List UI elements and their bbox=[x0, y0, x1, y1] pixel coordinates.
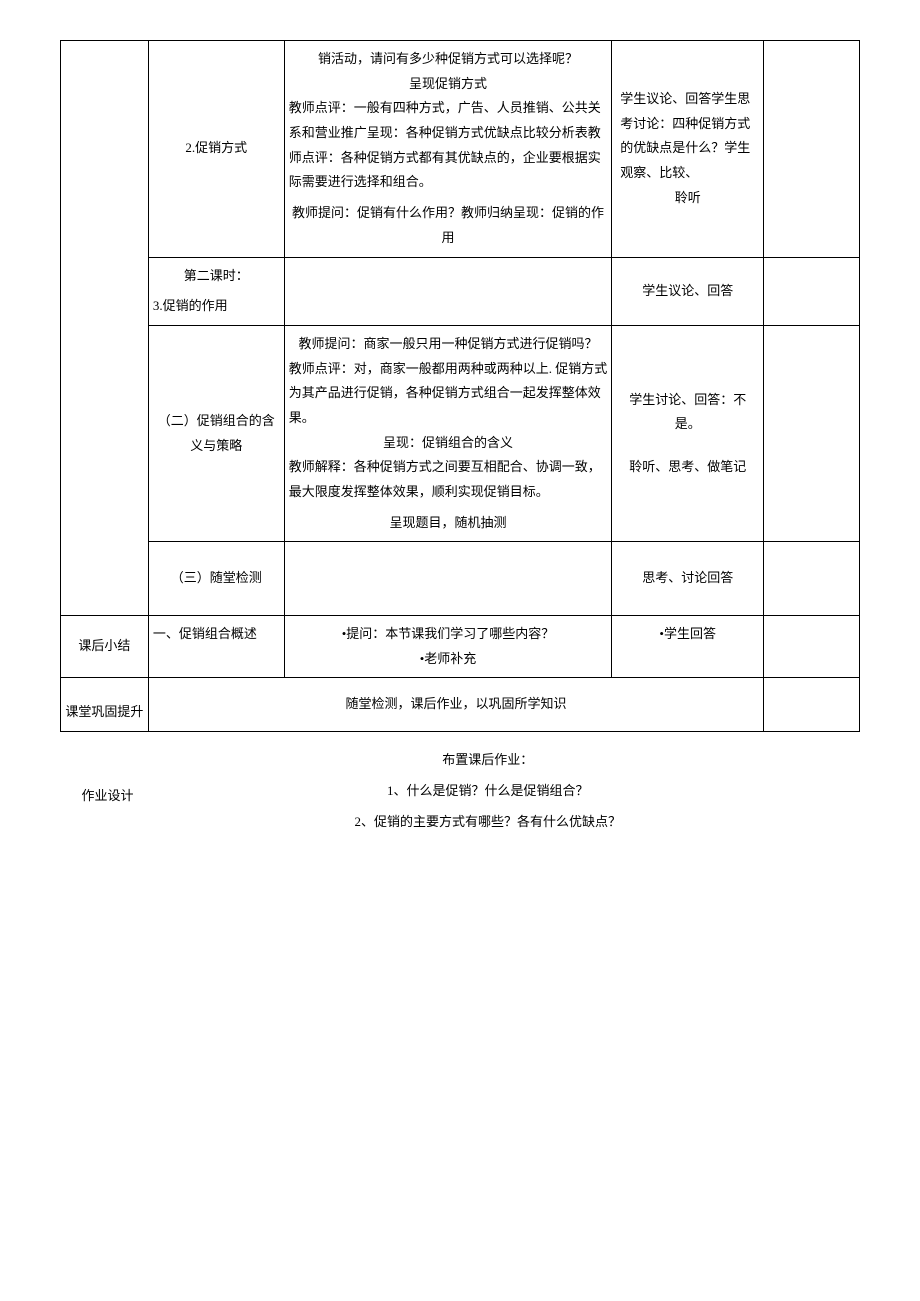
text: 一、促销组合概述 bbox=[153, 622, 280, 647]
table-row: 第二课时： 3.促销的作用 学生议论、回答 bbox=[61, 257, 860, 325]
cell-note bbox=[764, 325, 860, 542]
text: （二）促销组合的含义与策略 bbox=[153, 409, 280, 458]
homework-content: 布置课后作业： 1、什么是促销？什么是促销组合？ 2、促销的主要方式有哪些？各有… bbox=[151, 742, 824, 840]
text: 课堂巩固提升 bbox=[65, 700, 144, 725]
text: 2.促销方式 bbox=[153, 136, 280, 161]
homework-label: 作业设计 bbox=[64, 742, 151, 809]
cell-section bbox=[61, 41, 149, 616]
text: 1、什么是促销？什么是促销组合？ bbox=[151, 779, 824, 804]
cell-student: 学生讨论、回答：不是。 聆听、思考、做笔记 bbox=[612, 325, 764, 542]
table-row: （二）促销组合的含义与策略 教师提问：商家一般只用一种促销方式进行促销吗？ 教师… bbox=[61, 325, 860, 542]
text: 思考、讨论回答 bbox=[616, 566, 759, 591]
cell-topic: 2.促销方式 bbox=[148, 41, 284, 258]
cell-note bbox=[764, 678, 860, 732]
text: 呈现题目，随机抽测 bbox=[289, 511, 608, 536]
text: 课后小结 bbox=[65, 634, 144, 659]
cell-teacher bbox=[284, 257, 612, 325]
cell-topic: 一、促销组合概述 bbox=[148, 616, 284, 678]
cell-student: 学生议论、回答 bbox=[612, 257, 764, 325]
text: 教师点评：对，商家一般都用两种或两种以上. 促销方式为其产品进行促销，各种促销方… bbox=[289, 357, 608, 431]
cell-topic: （二）促销组合的含义与策略 bbox=[148, 325, 284, 542]
cell-note bbox=[764, 41, 860, 258]
table-row: （三）随堂检测 思考、讨论回答 bbox=[61, 542, 860, 616]
text: 第二课时： bbox=[153, 264, 280, 289]
cell-section: 课堂巩固提升 bbox=[61, 678, 149, 732]
text: 教师提问：促销有什么作用？教师归纳呈现：促销的作用 bbox=[289, 201, 608, 250]
text: 教师解释：各种促销方式之间要互相配合、协调一致，最大限度发挥整体效果，顺利实现促… bbox=[289, 455, 608, 504]
cell-note bbox=[764, 616, 860, 678]
text: 随堂检测，课后作业，以巩固所学知识 bbox=[153, 692, 759, 717]
cell-teacher: 教师提问：商家一般只用一种促销方式进行促销吗？ 教师点评：对，商家一般都用两种或… bbox=[284, 325, 612, 542]
table-row: 课后小结 一、促销组合概述 •提问：本节课我们学习了哪些内容？ •老师补充 •学… bbox=[61, 616, 860, 678]
text: 布置课后作业： bbox=[151, 748, 824, 773]
cell-note bbox=[764, 257, 860, 325]
text: （三）随堂检测 bbox=[153, 566, 280, 591]
text: 呈现促销方式 bbox=[289, 72, 608, 97]
text: •老师补充 bbox=[289, 647, 608, 672]
lesson-plan-table: 2.促销方式 销活动，请问有多少种促销方式可以选择呢？ 呈现促销方式 教师点评：… bbox=[60, 40, 860, 732]
cell-note bbox=[764, 542, 860, 616]
cell-student: 学生议论、回答学生思考讨论：四种促销方式的优缺点是什么？学生观察、比较、 聆听 bbox=[612, 41, 764, 258]
text: 聆听 bbox=[616, 186, 759, 211]
cell-merged: 随堂检测，课后作业，以巩固所学知识 bbox=[148, 678, 763, 732]
cell-student: •学生回答 bbox=[612, 616, 764, 678]
cell-teacher bbox=[284, 542, 612, 616]
table-row: 2.促销方式 销活动，请问有多少种促销方式可以选择呢？ 呈现促销方式 教师点评：… bbox=[61, 41, 860, 258]
text: •学生回答 bbox=[616, 622, 759, 647]
text: 聆听、思考、做笔记 bbox=[616, 455, 759, 480]
homework-section: 作业设计 布置课后作业： 1、什么是促销？什么是促销组合？ 2、促销的主要方式有… bbox=[60, 732, 860, 850]
cell-topic: （三）随堂检测 bbox=[148, 542, 284, 616]
cell-student: 思考、讨论回答 bbox=[612, 542, 764, 616]
table-row: 课堂巩固提升 随堂检测，课后作业，以巩固所学知识 bbox=[61, 678, 860, 732]
text: 2、促销的主要方式有哪些？各有什么优缺点？ bbox=[151, 810, 824, 835]
text: 3.促销的作用 bbox=[153, 294, 280, 319]
text: 销活动，请问有多少种促销方式可以选择呢？ bbox=[289, 47, 608, 72]
cell-teacher: •提问：本节课我们学习了哪些内容？ •老师补充 bbox=[284, 616, 612, 678]
text: 教师提问：商家一般只用一种促销方式进行促销吗？ bbox=[289, 332, 608, 357]
text: •提问：本节课我们学习了哪些内容？ bbox=[289, 622, 608, 647]
text: 呈现：促销组合的含义 bbox=[289, 431, 608, 456]
text: 学生讨论、回答：不是。 bbox=[616, 388, 759, 437]
text: 学生议论、回答 bbox=[616, 279, 759, 304]
cell-section: 课后小结 bbox=[61, 616, 149, 678]
text: 教师点评：一般有四种方式，广告、人员推销、公共关系和营业推广呈现：各种促销方式优… bbox=[289, 96, 608, 195]
cell-topic: 第二课时： 3.促销的作用 bbox=[148, 257, 284, 325]
cell-teacher: 销活动，请问有多少种促销方式可以选择呢？ 呈现促销方式 教师点评：一般有四种方式… bbox=[284, 41, 612, 258]
text: 学生议论、回答学生思考讨论：四种促销方式的优缺点是什么？学生观察、比较、 bbox=[616, 87, 759, 186]
